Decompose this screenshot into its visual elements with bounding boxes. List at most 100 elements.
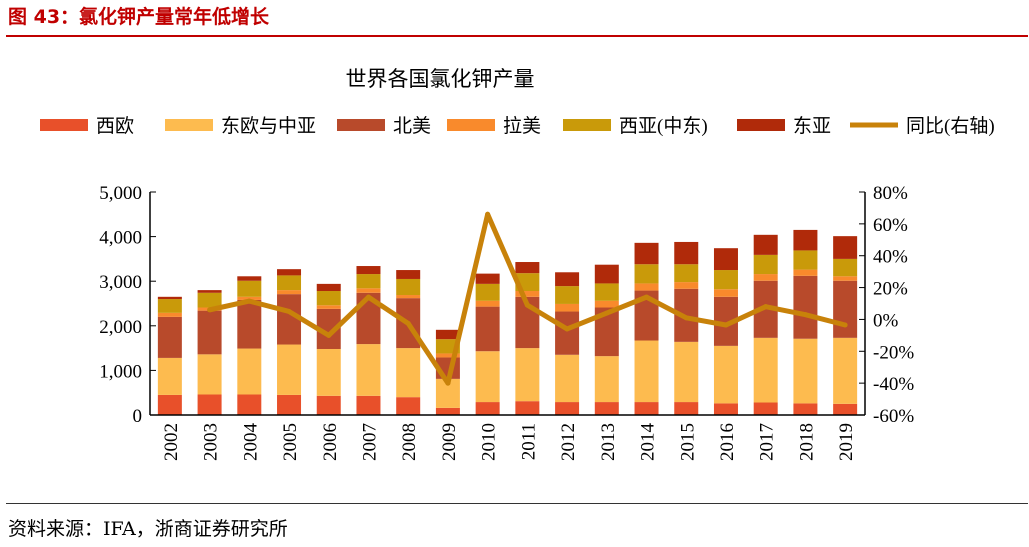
- bar-2006-5: [316, 283, 341, 292]
- x-tick-label-2006: 2006: [320, 423, 341, 461]
- x-tick-label-2005: 2005: [280, 423, 301, 461]
- yoy-point-2015: [683, 315, 689, 321]
- yoy-point-2006: [326, 332, 332, 338]
- bar-2005-0: [277, 394, 302, 415]
- bar-2002-5: [157, 296, 182, 300]
- bar-2019-3: [833, 276, 858, 281]
- chart-title: 世界各国氯化钾产量: [346, 67, 535, 91]
- bar-2007-5: [356, 266, 381, 275]
- bar-2007-0: [356, 395, 381, 415]
- bar-2008-3: [396, 295, 421, 299]
- bar-2004-2: [237, 299, 262, 349]
- bar-2019-0: [833, 403, 858, 415]
- bar-2018-4: [793, 250, 818, 270]
- bar-2010-4: [475, 283, 500, 301]
- bar-2018-3: [793, 269, 818, 276]
- yoy-point-2014: [644, 294, 650, 300]
- x-tick-label-2016: 2016: [717, 423, 738, 461]
- x-tick-label-2008: 2008: [399, 423, 420, 461]
- bar-2005-5: [277, 269, 302, 276]
- bar-2015-4: [674, 264, 699, 283]
- bar-2004-1: [237, 348, 262, 395]
- bar-2003-5: [197, 290, 222, 293]
- bar-2002-2: [157, 316, 182, 358]
- bar-2015-1: [674, 341, 699, 403]
- legend-swatch-0: [40, 119, 88, 131]
- bar-2014-4: [634, 264, 659, 284]
- bar-2006-4: [316, 291, 341, 306]
- bar-2012-0: [555, 402, 580, 415]
- yoy-point-2011: [524, 302, 530, 308]
- yoy-point-2003: [207, 307, 213, 313]
- bar-2011-0: [515, 401, 540, 415]
- bar-2014-5: [634, 242, 659, 265]
- x-tick-label-2003: 2003: [201, 423, 222, 461]
- bar-2007-3: [356, 288, 381, 293]
- bar-2010-1: [475, 351, 500, 403]
- legend-swatch-5: [737, 119, 785, 131]
- bar-2019-4: [833, 258, 858, 277]
- yoy-point-2017: [763, 304, 769, 310]
- bar-2017-0: [753, 402, 778, 415]
- bar-2005-1: [277, 344, 302, 395]
- y2-tick-label-2: -20%: [873, 342, 914, 363]
- bar-2016-3: [713, 289, 738, 297]
- bar-2018-1: [793, 338, 818, 404]
- bar-2006-0: [316, 395, 341, 415]
- x-tick-label-2011: 2011: [518, 423, 539, 460]
- yoy-point-2007: [365, 294, 371, 300]
- bar-2009-3: [435, 353, 460, 358]
- bar-2018-2: [793, 275, 818, 339]
- bar-2003-2: [197, 310, 222, 355]
- legend-label-3: 拉美: [503, 115, 541, 137]
- bar-2017-5: [753, 234, 778, 255]
- bar-2006-3: [316, 305, 341, 309]
- bar-2008-4: [396, 278, 421, 296]
- bar-2004-4: [237, 280, 262, 297]
- bar-2014-1: [634, 340, 659, 403]
- x-tick-label-2002: 2002: [161, 423, 182, 461]
- y2-tick-label-3: 0%: [873, 310, 899, 331]
- x-tick-label-2007: 2007: [359, 423, 380, 461]
- bar-2008-0: [396, 397, 421, 415]
- bar-2002-3: [157, 312, 182, 317]
- yoy-point-2013: [604, 310, 610, 316]
- bar-2017-1: [753, 337, 778, 403]
- y-tick-label-5: 5,000: [99, 183, 142, 204]
- bar-2016-1: [713, 345, 738, 404]
- bar-2016-4: [713, 270, 738, 290]
- legend: 西欧 东欧与中亚 北美 拉美 西亚(中东) 东亚 同比(右轴): [40, 115, 995, 137]
- legend-label-0: 西欧: [96, 115, 134, 137]
- bar-2010-0: [475, 402, 500, 415]
- bar-2006-1: [316, 348, 341, 396]
- y-tick-label-4: 4,000: [99, 228, 142, 249]
- bar-2009-0: [435, 407, 460, 415]
- y-tick-label-1: 1,000: [99, 361, 142, 382]
- yoy-point-2012: [564, 326, 570, 332]
- bar-2003-0: [197, 394, 222, 415]
- y2-tick-label-5: 40%: [873, 247, 908, 268]
- bar-2018-0: [793, 403, 818, 415]
- bar-2010-2: [475, 306, 500, 352]
- y2-tick-label-4: 20%: [873, 279, 908, 300]
- legend-label-5: 东亚: [793, 115, 831, 137]
- bar-2019-2: [833, 280, 858, 338]
- bar-2004-5: [237, 276, 262, 281]
- y-tick-label-2: 2,000: [99, 317, 142, 338]
- bar-2016-5: [713, 248, 738, 271]
- bar-2003-1: [197, 354, 222, 395]
- legend-label-2: 北美: [393, 115, 431, 137]
- bar-2013-1: [594, 356, 619, 403]
- bar-2012-2: [555, 311, 580, 355]
- x-tick-label-2012: 2012: [558, 423, 579, 461]
- bar-2014-3: [634, 283, 659, 291]
- bar-2005-3: [277, 290, 302, 295]
- bar-2012-1: [555, 354, 580, 403]
- legend-label-line: 同比(右轴): [906, 115, 995, 137]
- bar-2012-4: [555, 286, 580, 304]
- legend-swatch-4: [563, 119, 611, 131]
- bar-2013-3: [594, 300, 619, 308]
- x-tick-label-2014: 2014: [638, 423, 659, 462]
- x-tick-label-2009: 2009: [439, 423, 460, 461]
- bar-2016-0: [713, 403, 738, 415]
